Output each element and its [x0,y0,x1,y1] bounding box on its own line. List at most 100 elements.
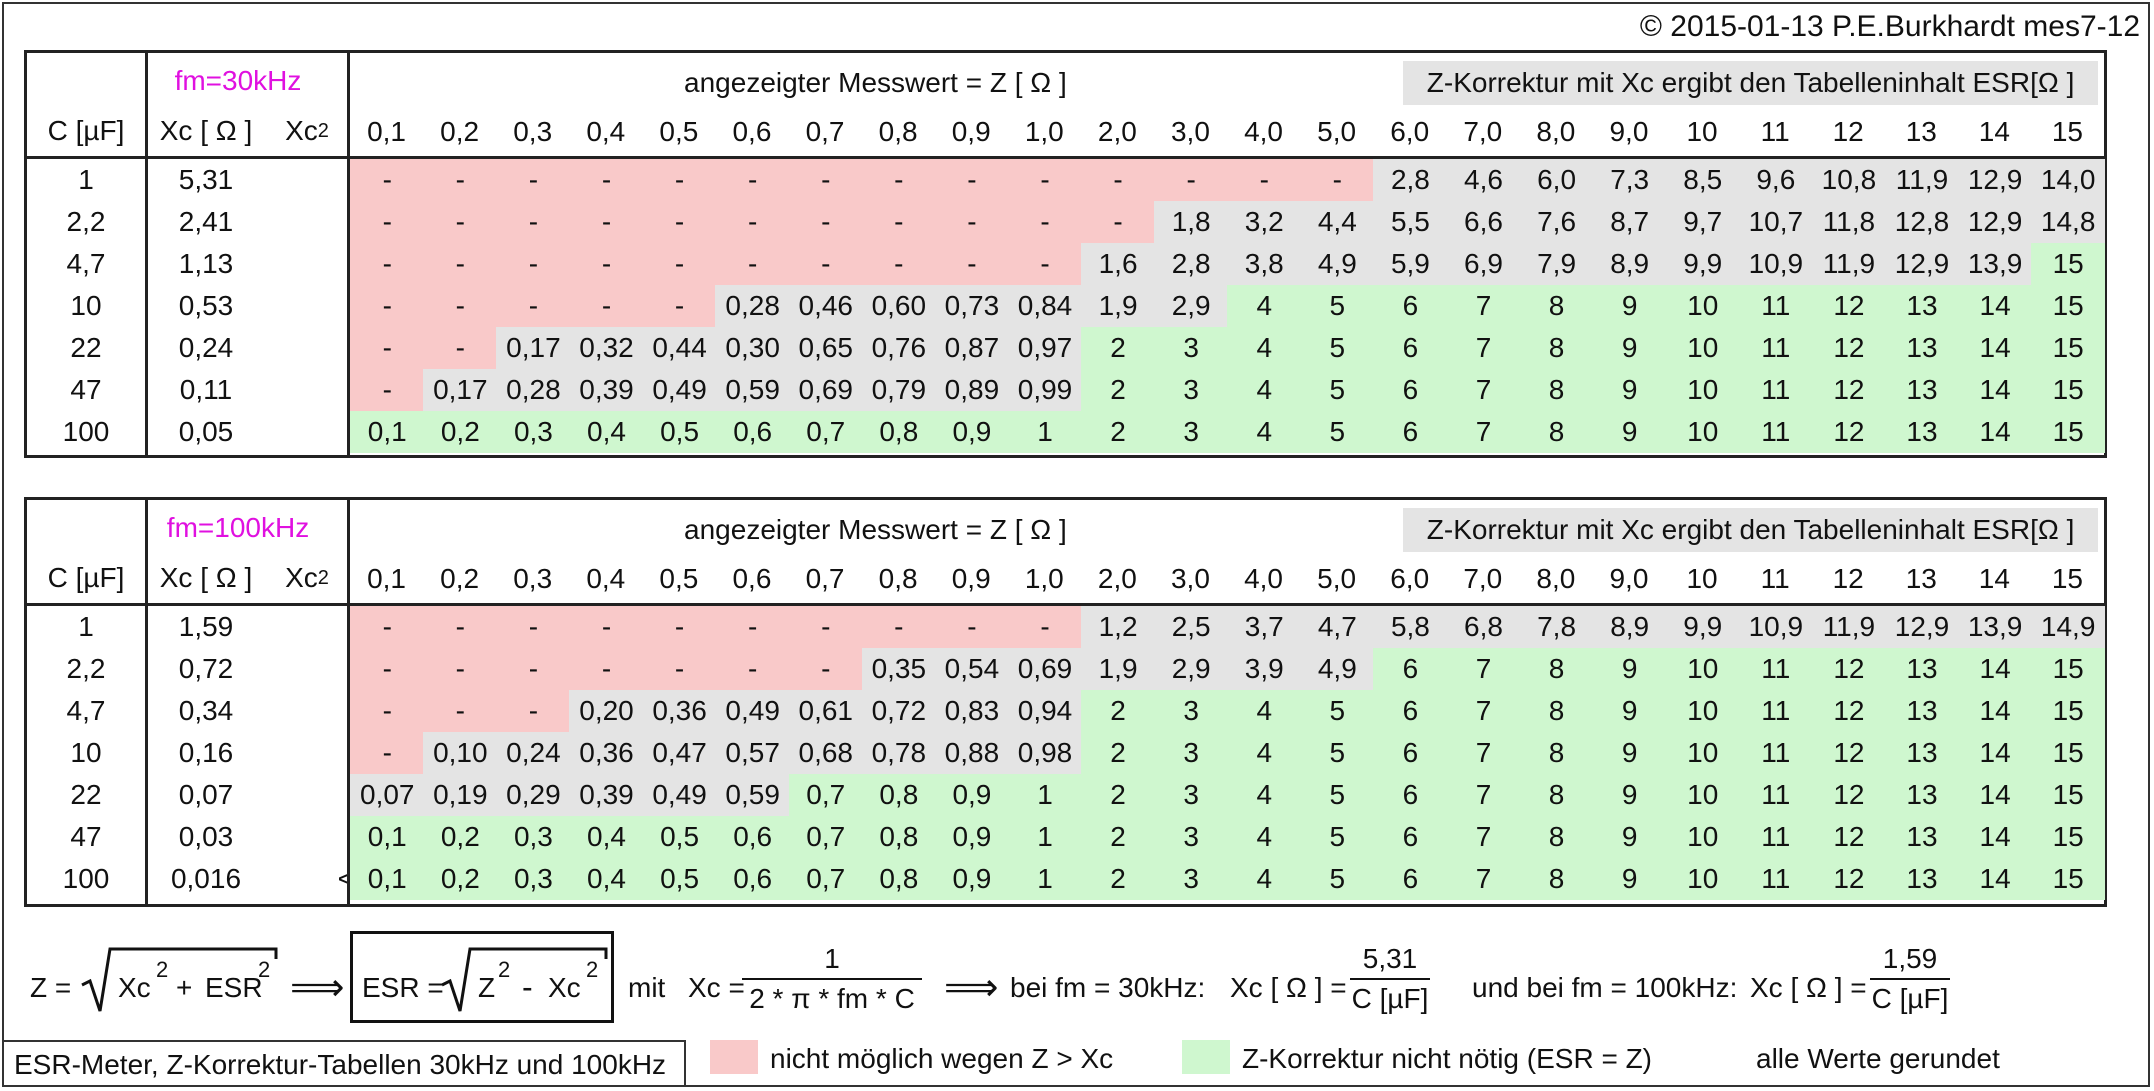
formula-xc-2: Xc [548,972,581,1003]
table-cell: 14 [1957,327,2033,369]
table-cell: 0,39 [569,369,644,411]
table-cell: 14 [1957,369,2033,411]
column-header: 2,0 [1097,116,1137,147]
table-cell: 2,8 [1153,243,1229,285]
table-cell: 7 [1446,648,1521,690]
table-cell: 0,47 [642,732,717,774]
table-cell: 11 [1738,327,1814,369]
table-cell: 3,7 [1227,606,1302,648]
table-cell: - [496,285,571,327]
table-cell: - [350,285,425,327]
table-cell: 11,9 [1811,606,1887,648]
fraction-30khz: 5,31 C [µF] [1350,943,1430,1015]
table-cell: 3 [1153,816,1229,858]
table-cell: - [1007,243,1083,285]
table-cell: 0,28 [715,285,790,327]
divider [27,603,2104,606]
column-header: 9,0 [1609,116,1649,147]
correction-label: Z-Korrektur mit Xc ergibt den Tabellenin… [1403,508,2098,552]
table-cell: 3,9 [1227,648,1302,690]
table-cell: 2,9 [1153,285,1229,327]
table-cell: 13 [1884,858,1960,900]
table-cell: 4 [1227,285,1302,327]
divider [347,53,350,455]
table-cell: 0,1 [350,858,425,900]
column-header: 7,0 [1463,563,1503,594]
table-cell: 13 [1884,648,1960,690]
table-cell: 11 [1738,648,1814,690]
table-cell: 10 [1665,411,1740,453]
formula-xc-eq: Xc = [688,972,745,1003]
table-cell: - [423,159,498,201]
table-cell: 0,30 [715,327,790,369]
table-cell: 0,49 [642,369,717,411]
table-cell: 3 [1153,690,1229,732]
formula-row: Z = Xc 2 + ESR 2 ⟹ ESR = Z 2 - Xc 2 mit … [0,925,2154,1035]
table-cell: 0,57 [715,732,790,774]
table-cell: 0,7 [788,858,863,900]
table-cell: 0,29 [496,774,571,816]
row-xc-value: 1,59 [178,611,234,642]
table-cell: 4 [1227,369,1302,411]
table-cell: 12 [1811,369,1887,411]
table-cell: 0,78 [861,732,937,774]
table-cell: 12,8 [1884,201,1960,243]
table-cell: 0,6 [715,816,790,858]
table-cell: 15 [2030,411,2106,453]
table-cell: 0,76 [861,327,937,369]
column-header: 8,0 [1536,116,1576,147]
fraction-30khz-numerator: 5,31 [1350,943,1430,980]
table-cell: 10 [1665,858,1740,900]
table-cell: 5 [1300,816,1375,858]
row-xc-value: 1,13 [178,248,234,279]
table-cell: - [1080,201,1156,243]
column-header: 15 [2051,116,2084,147]
row-xc-value: 0,016 [170,863,242,894]
table-cell: 0,99 [1007,369,1083,411]
table-cell: 6 [1373,648,1448,690]
row-c-value: 10 [70,737,102,768]
table-cell: 12,9 [1884,243,1960,285]
column-header: 1,0 [1024,563,1064,594]
table-cell: 12 [1811,327,1887,369]
formula-minus: - [522,969,533,1005]
table-cell: 3 [1153,327,1229,369]
table-cell: - [1227,159,1302,201]
table-cell: - [715,159,790,201]
fraction-30khz-denominator: C [µF] [1351,983,1429,1014]
table-cell: 7 [1446,732,1521,774]
table-cell: 2,8 [1373,159,1448,201]
header-xc: Xc [ Ω ] [159,115,253,146]
formula-arrow-2: ⟹ [944,967,999,1009]
table-cell: 0,61 [788,690,863,732]
table-cell: 0,17 [423,369,498,411]
footer-title: ESR-Meter, Z-Korrektur-Tabellen 30kHz un… [2,1040,686,1087]
table-cell: 0,9 [934,816,1010,858]
table-cell: - [350,327,425,369]
column-header: 12 [1832,116,1864,147]
formula-xc-unit-30: Xc [ Ω ] = [1230,972,1347,1003]
table-cell: 5 [1300,369,1375,411]
table-cell: 5 [1300,774,1375,816]
table-cell: 2 [1080,858,1156,900]
table-cell: 0,65 [788,327,863,369]
table-cell: - [715,648,790,690]
table-cell: 10,9 [1738,606,1814,648]
row-c-value: 100 [62,863,110,894]
table-cell: 6 [1373,285,1448,327]
table-cell: 0,69 [1007,648,1083,690]
formula-xc: Xc [118,972,151,1003]
row-xc-value: 5,31 [178,164,234,195]
table-cell: 0,9 [934,411,1010,453]
table-cell: - [934,243,1010,285]
column-header: 4,0 [1244,116,1283,147]
table-cell: 15 [2030,327,2106,369]
esr-formula-box [350,931,614,1023]
column-header: 0,1 [367,116,406,147]
table-cell: 8 [1519,690,1594,732]
table-cell: 13,9 [1957,606,2033,648]
table-30khz: fm=30kHz C [µF] Xc [ Ω ] Xc 2 angezeigter Mes… [24,50,2107,458]
table-cell: 11 [1738,369,1814,411]
row-xc-value: 0,16 [178,737,234,768]
table-cell: 5 [1300,411,1375,453]
